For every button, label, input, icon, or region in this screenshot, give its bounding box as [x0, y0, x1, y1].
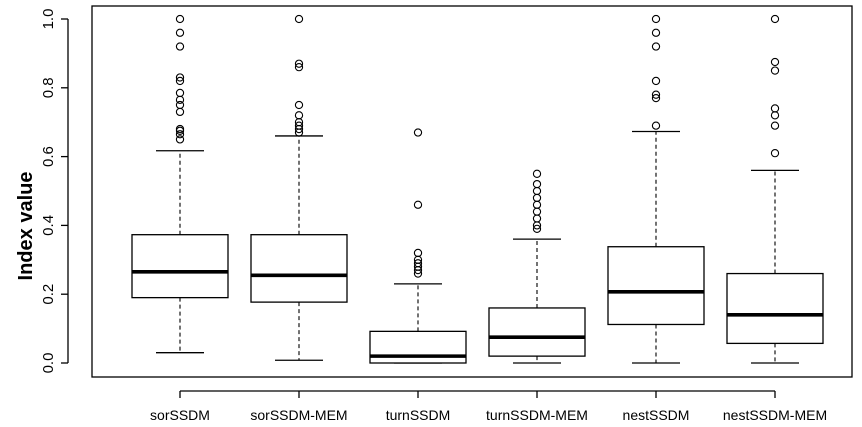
y-tick-label: 0.6 [40, 146, 57, 167]
outlier-point [294, 59, 304, 68]
outlier-point [532, 224, 542, 233]
outlier-point [532, 214, 542, 223]
outlier-point [175, 107, 185, 117]
plot-frame [91, 5, 853, 378]
outlier-point [175, 73, 185, 82]
outlier-point [294, 121, 304, 130]
y-axis-title: Index value [15, 172, 37, 281]
outlier-point [651, 14, 661, 24]
box-iqr [488, 307, 586, 357]
y-tick-label: 0.0 [40, 353, 57, 374]
outlier-point [175, 95, 185, 104]
outlier-point [175, 76, 185, 86]
outlier-point [770, 104, 780, 113]
outlier-point [770, 121, 780, 130]
box-iqr [250, 234, 348, 303]
outlier-point [770, 14, 780, 24]
x-tick-label: nestSSDM-MEM [723, 407, 827, 423]
outlier-point [532, 200, 542, 209]
outlier-point [175, 130, 185, 139]
outlier-point [651, 90, 661, 99]
box-iqr [607, 246, 705, 326]
outlier-point [294, 14, 304, 24]
outlier-point [532, 207, 542, 216]
x-tick-label: turnSSDM [386, 407, 451, 423]
outlier-point [175, 135, 185, 144]
outlier-point [770, 66, 780, 75]
outlier-point [532, 186, 542, 196]
outlier-point [413, 200, 423, 209]
outlier-point [651, 28, 661, 37]
outlier-point [175, 88, 185, 98]
outlier-point [651, 42, 661, 51]
outlier-point [532, 193, 542, 203]
x-tick-label: sorSSDM-MEM [250, 407, 347, 423]
outlier-point [532, 169, 542, 178]
box-iqr [726, 272, 824, 345]
x-tick-label: turnSSDM-MEM [486, 407, 588, 423]
box-iqr [131, 234, 229, 299]
outlier-point [294, 63, 304, 72]
outlier-point [175, 28, 185, 37]
box-iqr [369, 330, 467, 364]
outlier-point [175, 100, 185, 110]
x-tick-label: nestSSDM [623, 407, 690, 423]
outlier-point [651, 76, 661, 86]
x-tick-label: sorSSDM [150, 407, 210, 423]
outlier-point [651, 121, 661, 130]
outlier-point [413, 128, 423, 137]
outlier-point [651, 93, 661, 103]
outlier-point [770, 57, 780, 67]
outlier-point [175, 124, 185, 134]
outlier-point [770, 149, 780, 158]
outlier-point [413, 248, 423, 258]
y-tick-label: 0.8 [40, 77, 57, 98]
outlier-point [175, 14, 185, 24]
y-tick-label: 0.4 [40, 215, 57, 236]
outlier-point [175, 42, 185, 51]
outlier-point [294, 100, 304, 110]
outlier-point [413, 259, 423, 268]
outlier-point [294, 111, 304, 120]
outlier-point [770, 111, 780, 120]
y-tick-label: 0.2 [40, 284, 57, 305]
y-tick-label: 1.0 [40, 9, 57, 30]
outlier-point [532, 179, 542, 189]
